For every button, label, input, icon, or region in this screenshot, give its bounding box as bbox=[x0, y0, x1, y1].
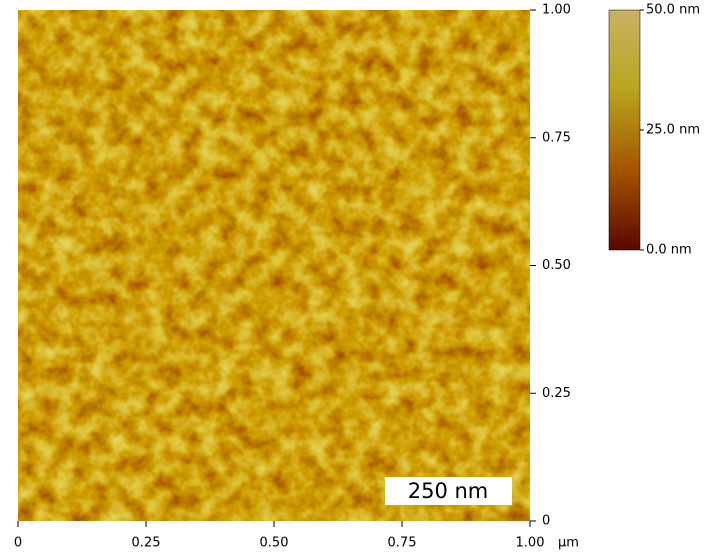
scale-bar-box bbox=[385, 477, 512, 505]
x-tick-label: 1.00 bbox=[516, 536, 545, 551]
y-tick-label: 0.50 bbox=[542, 258, 571, 273]
y-tick-label: 0.75 bbox=[542, 130, 571, 145]
colorbar bbox=[608, 9, 641, 251]
x-tick-label: 0.75 bbox=[388, 536, 417, 551]
y-tick-label: 0.25 bbox=[542, 386, 571, 401]
x-tick-label: 0 bbox=[14, 536, 22, 551]
y-tick-label: 0 bbox=[542, 514, 550, 529]
afm-image bbox=[18, 10, 530, 521]
colorbar-tick-label: 25.0 nm bbox=[646, 123, 700, 138]
colorbar-tick-label: 0.0 nm bbox=[646, 243, 692, 258]
x-tick-label: 0.25 bbox=[132, 536, 161, 551]
x-axis-label: µm bbox=[558, 536, 579, 551]
scale-bar-label: 250 nm bbox=[408, 479, 489, 503]
y-tick-label: 1.00 bbox=[542, 3, 571, 18]
x-tick-label: 0.50 bbox=[260, 536, 289, 551]
colorbar-tick-label: 50.0 nm bbox=[646, 3, 700, 18]
